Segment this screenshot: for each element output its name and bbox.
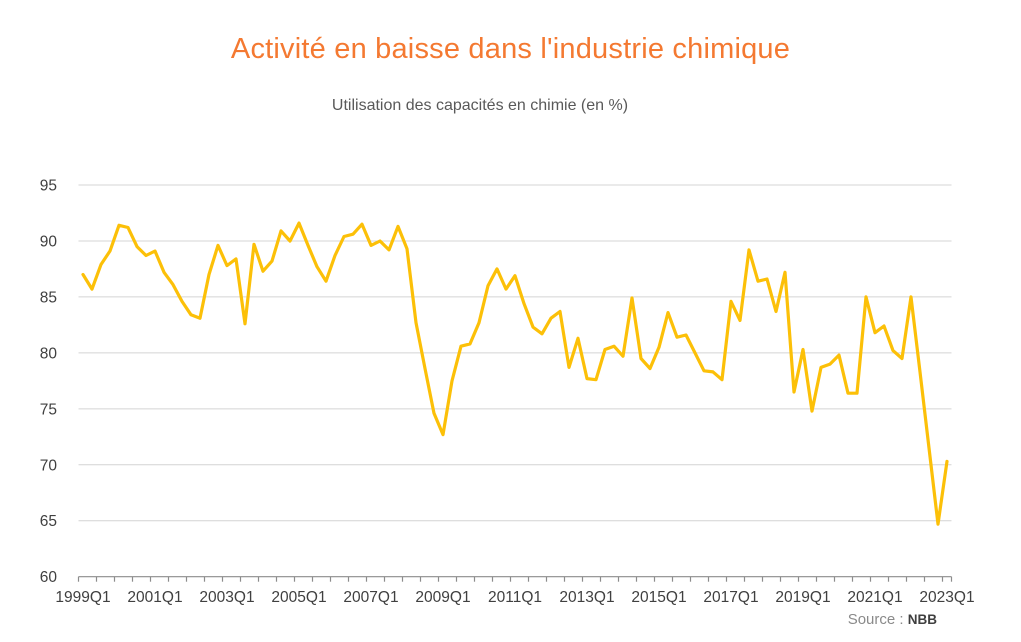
x-axis-tick-label: 2011Q1 [488, 589, 542, 606]
y-axis-tick-label: 70 [40, 457, 58, 474]
x-axis-tick-label: 1999Q1 [55, 589, 110, 606]
y-axis-tick-label: 80 [40, 345, 58, 362]
x-axis-tick-label: 2017Q1 [703, 589, 758, 606]
x-axis-tick-label: 2019Q1 [775, 589, 830, 606]
source-label: Source [847, 611, 896, 628]
y-axis-tick-label: 90 [40, 233, 58, 250]
x-axis-tick-label: 2021Q1 [847, 589, 902, 606]
x-axis [77, 576, 953, 582]
gridlines [78, 184, 952, 522]
y-axis-tick-label: 85 [40, 289, 57, 306]
x-axis-tick-label: 2003Q1 [199, 589, 254, 606]
x-axis-tick-label: 2001Q1 [127, 589, 182, 606]
source-value: NBB [907, 612, 937, 627]
chart-title: Activité en baisse dans l'industrie chim… [230, 33, 791, 65]
source-note: Source : NBB [848, 611, 937, 628]
y-axis-tick-label: 65 [40, 513, 57, 530]
y-axis-tick-label: 75 [40, 401, 57, 418]
capacity-series-line [81, 221, 949, 526]
chart-subtitle: Utilisation des capacités en chimie (en … [331, 97, 629, 114]
x-axis-tick-label: 2009Q1 [415, 589, 470, 606]
y-axis-labels: 60 65 70 75 80 85 90 95 [40, 178, 58, 587]
x-axis-tick-label: 2023Q1 [919, 589, 974, 606]
y-axis-tick-label: 95 [40, 178, 57, 195]
x-axis-tick-label: 2013Q1 [559, 589, 614, 606]
x-axis-tick-label: 2015Q1 [631, 589, 686, 606]
x-axis-labels: 1999Q1 2001Q1 2003Q1 2005Q1 2007Q1 2009Q1 2011… [55, 589, 974, 606]
x-axis-tick-label: 2005Q1 [271, 589, 326, 606]
source-separator: : [895, 611, 908, 628]
y-axis-tick-label: 60 [40, 569, 58, 586]
x-axis-tick-label: 2007Q1 [343, 589, 398, 606]
